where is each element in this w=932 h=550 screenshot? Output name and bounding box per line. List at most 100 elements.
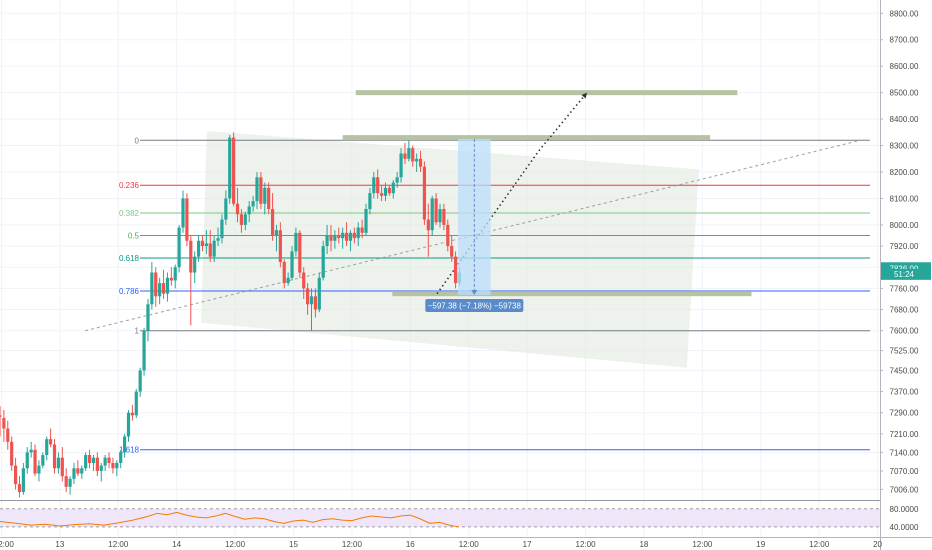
candle-body <box>130 412 134 416</box>
channel-area[interactable] <box>201 131 699 368</box>
candle-body <box>173 267 177 281</box>
price-tick-label: 8500.00 <box>890 89 919 98</box>
time-tick-label: 13 <box>55 540 64 549</box>
candle-body <box>407 148 411 159</box>
price-tick-label: 7525.00 <box>890 347 919 356</box>
fib-level-label: 0.236 <box>119 181 140 190</box>
candle-body <box>142 330 146 371</box>
candle-body <box>255 177 259 202</box>
candle-body <box>333 235 337 241</box>
candle-body <box>379 193 384 196</box>
price-tick-label: 7210.00 <box>890 430 919 439</box>
candle-body <box>251 201 255 207</box>
price-tick-label: 7600.00 <box>890 327 919 336</box>
candle-body <box>418 158 423 167</box>
fib-level-label: 0.786 <box>119 287 140 296</box>
candle-body <box>103 457 107 466</box>
time-scale[interactable] <box>0 537 932 550</box>
forecast-path[interactable] <box>436 92 588 295</box>
candle-body <box>387 187 391 194</box>
candle-body <box>115 462 119 469</box>
candle-body <box>76 468 80 474</box>
candle-body <box>21 468 25 493</box>
price-tick-label: 7290.00 <box>890 409 919 418</box>
candle-body <box>224 198 228 220</box>
candle-body <box>360 227 364 233</box>
candle-body <box>434 198 438 223</box>
candle-body <box>177 227 181 268</box>
time-tick-label: 17 <box>523 540 532 549</box>
candle-body <box>49 439 53 445</box>
candle-body <box>302 272 306 289</box>
price-tick-label: 7370.00 <box>890 388 919 397</box>
candle-body <box>119 452 123 463</box>
price-zone[interactable] <box>392 291 752 297</box>
fibonacci-retracement[interactable]: 0 0.236 0.382 0.5 0.618 0.786 1 1.618 <box>119 136 870 455</box>
countdown-label: 51:24 <box>894 270 915 279</box>
rsi-band <box>0 508 880 527</box>
candle-body <box>395 177 399 183</box>
candle-body <box>329 235 333 241</box>
price-tick-label: 7140.00 <box>890 448 919 457</box>
candle-body <box>438 209 442 223</box>
candles <box>0 132 462 498</box>
candle-body <box>415 158 419 162</box>
price-channel[interactable] <box>201 131 699 368</box>
candle-body <box>68 478 72 487</box>
candle-body <box>376 177 380 194</box>
candle-body <box>10 441 14 466</box>
candle-body <box>204 243 208 247</box>
candle-body <box>37 465 41 474</box>
candle-body <box>123 436 127 453</box>
price-zone[interactable] <box>355 90 738 96</box>
candle-body <box>341 232 345 239</box>
time-tick-label: 19 <box>756 540 765 549</box>
candle-body <box>220 219 224 239</box>
support-resistance-zones[interactable] <box>342 90 752 297</box>
fib-level-label: 1 <box>135 327 140 336</box>
price-zone[interactable] <box>342 135 711 141</box>
candle-body <box>80 468 84 474</box>
candle-body <box>450 246 454 257</box>
time-tick-label: 12:00 <box>342 540 363 549</box>
rsi-tick-label: 80.0000 <box>890 505 919 514</box>
trend-lines[interactable] <box>85 92 861 332</box>
candle-body <box>29 449 33 453</box>
candle-body <box>344 232 349 241</box>
candle-body <box>193 256 197 273</box>
time-tick-label: 18 <box>639 540 648 549</box>
price-tick-label: 7680.00 <box>890 306 919 315</box>
candle-body <box>41 455 45 466</box>
candle-body <box>228 137 232 199</box>
price-tick-label: 7450.00 <box>890 366 919 375</box>
candle-body <box>107 457 111 463</box>
price-tick-label: 8200.00 <box>890 168 919 177</box>
candle-body <box>270 209 275 236</box>
trend-line[interactable] <box>85 139 861 332</box>
candle-body <box>442 209 446 225</box>
candle-body <box>212 240 216 257</box>
price-tick-label: 7006.00 <box>890 485 919 494</box>
candle-body <box>356 227 360 239</box>
time-tick-label: 14 <box>172 540 181 549</box>
price-tick-label: 7070.00 <box>890 467 919 476</box>
candle-body <box>189 240 193 273</box>
candle-body <box>25 452 29 469</box>
candle-body <box>325 235 329 247</box>
measure-tool[interactable]: −597.38 (−7.18%) −59738 <box>425 138 524 312</box>
candle-body <box>185 198 189 241</box>
fib-level-label: 1.618 <box>119 446 140 455</box>
candle-body <box>216 238 220 241</box>
time-tick-label: 2:00 <box>0 540 14 549</box>
candle-body <box>453 256 458 284</box>
candle-body <box>267 187 271 210</box>
time-tick-label: 12:00 <box>809 540 830 549</box>
candle-body <box>403 153 407 159</box>
candle-body <box>391 182 395 194</box>
time-tick-label: 20 <box>873 540 882 549</box>
candle-body <box>169 277 173 281</box>
candle-body <box>446 224 450 247</box>
candle-body <box>278 230 282 262</box>
